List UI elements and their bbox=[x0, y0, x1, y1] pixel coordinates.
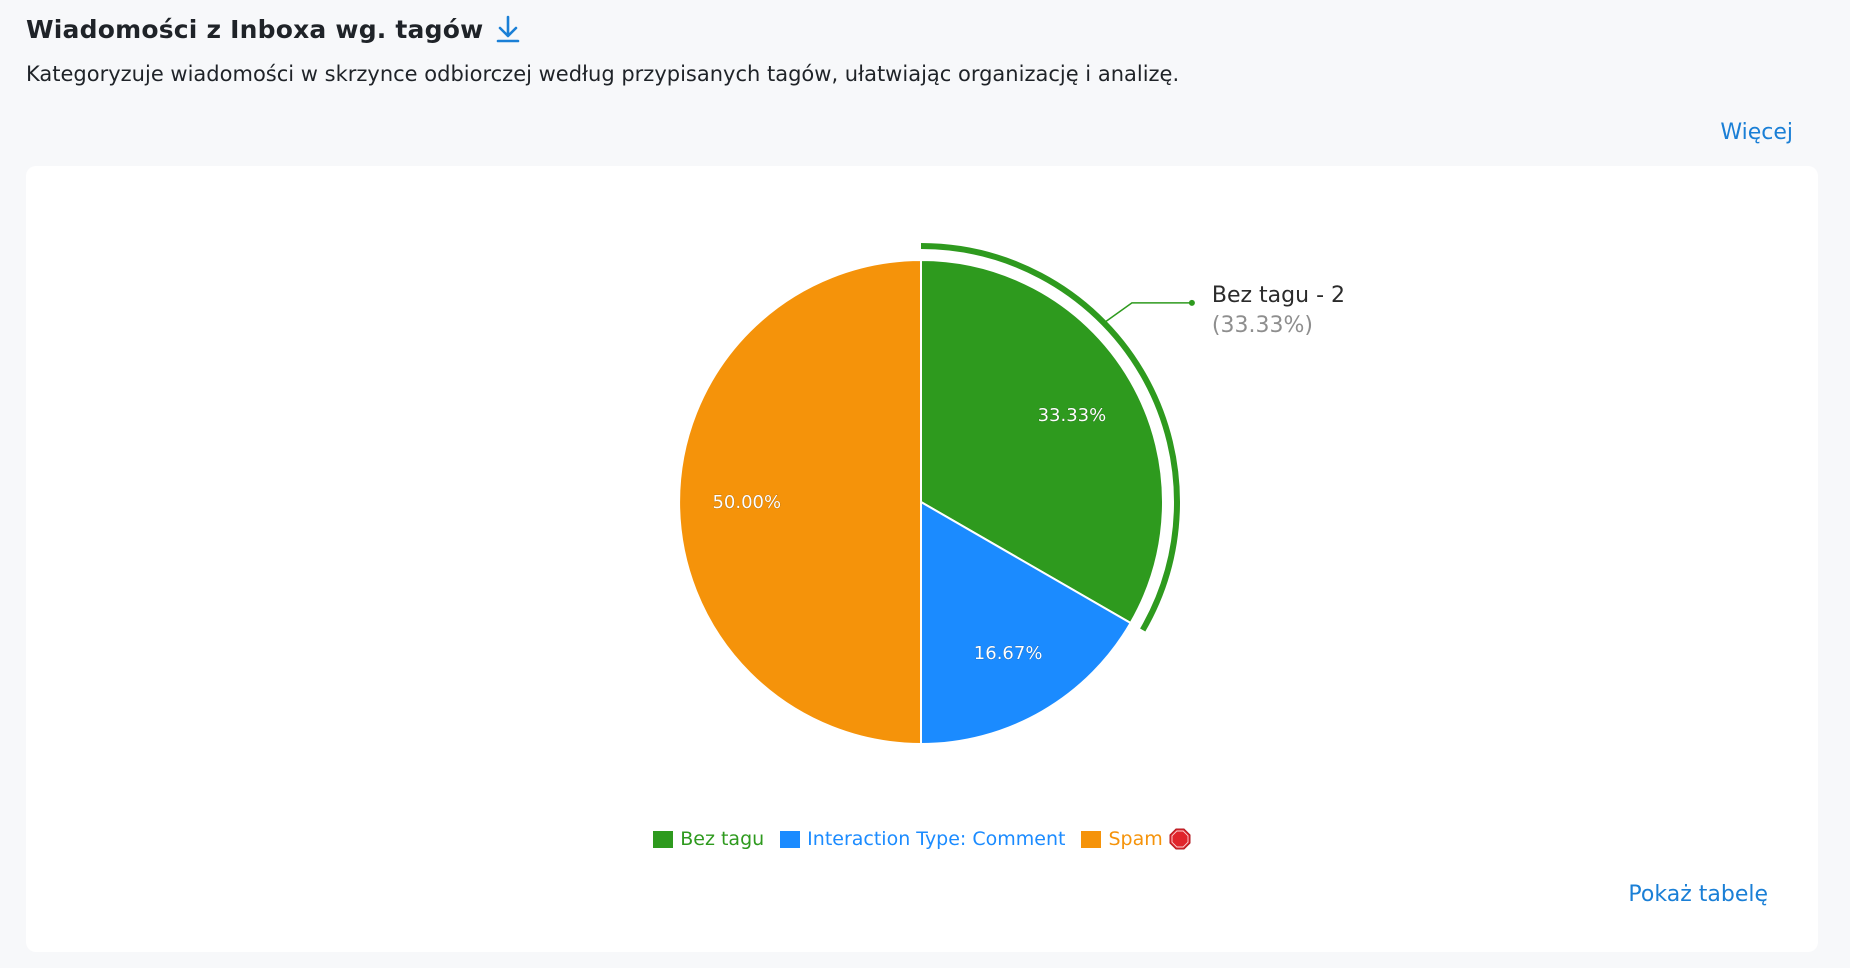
slice-label-interaction-comment: 16.67% bbox=[974, 643, 1043, 664]
slice-highlight-halo bbox=[920, 243, 1180, 632]
legend-swatch bbox=[780, 830, 801, 848]
title-row: Wiadomości z Inboxa wg. tagów bbox=[26, 8, 1850, 50]
header: Wiadomości z Inboxa wg. tagów bbox=[26, 8, 1850, 50]
legend-label: Interaction Type: Comment bbox=[807, 828, 1066, 850]
callout-dot bbox=[1188, 299, 1195, 306]
legend-item-spam[interactable]: Spam bbox=[1081, 828, 1191, 850]
page-subtitle: Kategoryzuje wiadomości w skrzynce odbio… bbox=[26, 62, 1180, 86]
legend-label: Bez tagu bbox=[680, 828, 765, 850]
pie-chart: 33.33% Bez tagu - 2 (33.33%) 16.67% 50.00% bbox=[678, 243, 1345, 746]
legend-swatch bbox=[653, 830, 674, 848]
chart-legend: Bez tagu Interaction Type: Comment Spam bbox=[26, 828, 1818, 850]
pie-slice-bez-tagu[interactable] bbox=[920, 258, 1165, 625]
stop-sign-icon bbox=[1169, 828, 1191, 850]
pie-slice-spam[interactable] bbox=[678, 258, 922, 746]
callout-connector bbox=[1103, 302, 1192, 324]
legend-swatch bbox=[1081, 830, 1102, 848]
callout-label: Bez tagu - 2 bbox=[1212, 283, 1345, 308]
chart-card: 33.33% Bez tagu - 2 (33.33%) 16.67% 50.00% B… bbox=[26, 166, 1818, 952]
download-icon[interactable] bbox=[495, 14, 521, 44]
page-title: Wiadomości z Inboxa wg. tagów bbox=[26, 14, 484, 44]
legend-item-bez-tagu[interactable]: Bez tagu bbox=[653, 828, 764, 850]
callout-percent: (33.33%) bbox=[1212, 313, 1313, 338]
more-link[interactable]: Więcej bbox=[1720, 120, 1793, 145]
legend-label: Spam bbox=[1108, 828, 1163, 850]
pie-slice-interaction-comment[interactable] bbox=[920, 500, 1132, 746]
show-table-link[interactable]: Pokaż tabelę bbox=[1628, 882, 1768, 907]
slice-label-spam: 50.00% bbox=[712, 492, 781, 513]
slice-label-bez-tagu: 33.33% bbox=[1038, 405, 1107, 426]
legend-item-interaction-comment[interactable]: Interaction Type: Comment bbox=[780, 828, 1065, 850]
